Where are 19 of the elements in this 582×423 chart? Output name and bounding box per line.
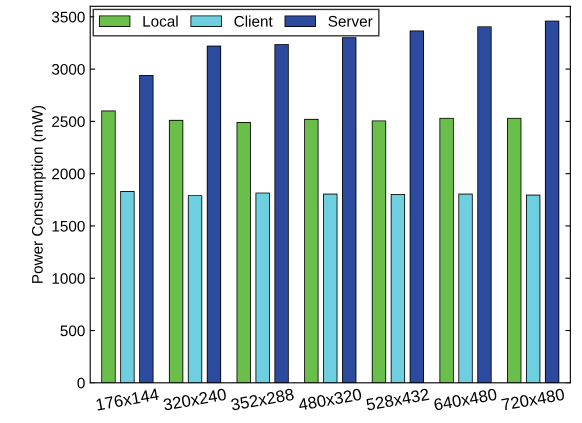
legend-label: Server bbox=[328, 16, 372, 27]
x-tick-label: 528x432 bbox=[366, 388, 430, 411]
legend-label: Client bbox=[234, 16, 273, 27]
y-tick-label: 1000 bbox=[52, 273, 85, 284]
x-tick-label: 176x144 bbox=[96, 388, 160, 411]
x-tick-label: 720x480 bbox=[501, 388, 565, 411]
x-tick-label: 640x480 bbox=[434, 388, 498, 411]
x-tick-label: 320x240 bbox=[162, 388, 227, 411]
y-tick-label: 2000 bbox=[52, 168, 85, 180]
y-axis-title: Power Consumption (mW) bbox=[32, 106, 46, 283]
legend-label: Local bbox=[143, 16, 178, 27]
y-tick-label: 1500 bbox=[52, 220, 85, 232]
y-tick-label: 500 bbox=[60, 325, 85, 336]
y-tick-label: 3500 bbox=[52, 12, 85, 22]
x-tick-label: 352x288 bbox=[230, 388, 294, 411]
y-tick-label: 0 bbox=[77, 378, 85, 388]
x-tick-label: 480x320 bbox=[298, 388, 362, 411]
y-tick-label: 3000 bbox=[52, 64, 85, 75]
y-tick-label: 2500 bbox=[52, 116, 85, 128]
